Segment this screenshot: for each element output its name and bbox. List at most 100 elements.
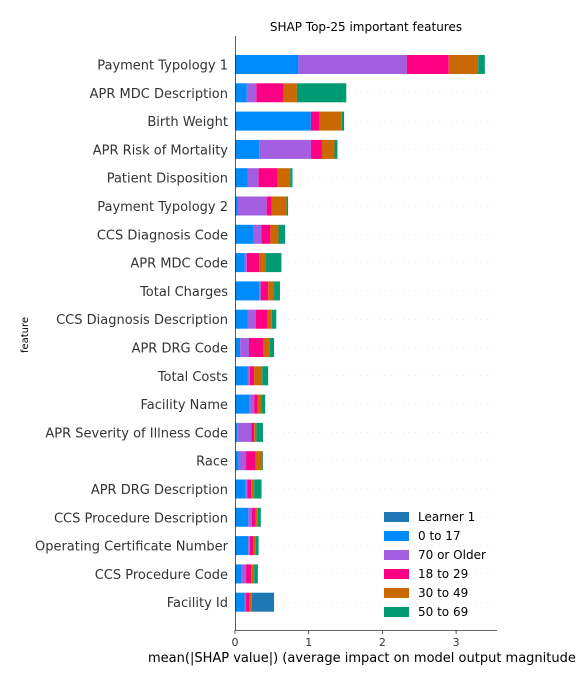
- bar-segment: [267, 309, 272, 329]
- bar-segment: [478, 55, 485, 74]
- bar-segment: [253, 224, 262, 244]
- feature-label: APR Risk of Mortality: [93, 143, 229, 158]
- bar-segment: [310, 111, 320, 131]
- x-ticks: 0 1 2 3: [232, 630, 460, 649]
- bar-segment: [235, 196, 238, 216]
- legend-swatch: [384, 569, 409, 579]
- bar-segment: [257, 394, 262, 414]
- feature-label: CCS Diagnosis Code: [97, 228, 228, 243]
- bar-segment: [259, 253, 266, 273]
- bar-segment: [249, 592, 252, 612]
- bar-segment: [238, 451, 247, 471]
- legend-label: Learner 1: [418, 510, 475, 524]
- bar-segment: [235, 394, 250, 414]
- bar-segment: [235, 55, 299, 74]
- bar-segment: [235, 224, 254, 244]
- bar-segment: [251, 592, 252, 612]
- y-axis-label: feature: [20, 317, 31, 353]
- bar-segment: [271, 309, 277, 329]
- bar-segment: [334, 139, 338, 159]
- bar-segment: [263, 338, 270, 357]
- feature-label: Facility Id: [167, 596, 228, 611]
- bar-segment: [235, 338, 241, 357]
- bar-segment: [249, 536, 254, 556]
- bar-segment: [235, 83, 247, 103]
- bar-segment: [235, 479, 246, 499]
- bar-segment: [277, 168, 291, 188]
- bar-segment: [256, 422, 264, 442]
- legend-label: 0 to 17: [418, 529, 461, 543]
- bar-segment: [274, 281, 280, 301]
- bar-segment: [265, 253, 282, 273]
- legend-swatch: [384, 550, 409, 560]
- legend-swatch: [384, 588, 409, 598]
- feature-label: Total Charges: [139, 285, 228, 300]
- bar-segment: [310, 139, 322, 159]
- bar-segment: [406, 55, 449, 74]
- feature-label: APR Severity of Illness Code: [45, 426, 228, 441]
- bar-segment: [237, 422, 252, 442]
- feature-label: Operating Certificate Number: [35, 540, 229, 555]
- bar-segment: [247, 479, 252, 499]
- x-tick-label: 3: [453, 636, 460, 649]
- x-axis-label: mean(|SHAP value|) (average impact on mo…: [148, 651, 576, 666]
- bar-segment: [298, 55, 407, 74]
- bar-segment: [259, 281, 261, 301]
- bar-segment: [254, 366, 263, 386]
- bar-segment: [240, 338, 250, 357]
- bar-segment: [235, 507, 249, 527]
- feature-label: APR MDC Code: [130, 257, 228, 272]
- feature-label: APR DRG Code: [132, 342, 228, 357]
- bar-segment: [269, 338, 275, 357]
- bar-segment: [246, 564, 252, 584]
- bar-segment: [283, 83, 297, 103]
- bar-segment: [235, 309, 248, 329]
- bar-segment: [247, 309, 256, 329]
- bar-segment: [249, 366, 255, 386]
- bar-segment: [251, 507, 256, 527]
- bar-segment: [246, 451, 256, 471]
- feature-label: APR MDC Description: [90, 87, 228, 102]
- bar-segment: [260, 281, 269, 301]
- legend: Learner 1 0 to 17 70 or Older 18 to 29 30 to…: [384, 510, 486, 619]
- bar-segment: [254, 564, 258, 584]
- bar-segment: [271, 196, 287, 216]
- bar-segment: [251, 422, 255, 442]
- bar-segment: [251, 479, 255, 499]
- bar-segment: [257, 507, 261, 527]
- bar-segment: [249, 338, 264, 357]
- bar-segment: [259, 139, 311, 159]
- feature-labels: Payment Typology 1 APR MDC Description Bir…: [35, 59, 229, 612]
- bar-segment: [341, 111, 345, 131]
- feature-label: Payment Typology 1: [97, 59, 228, 74]
- bar-segment: [244, 253, 247, 273]
- feature-label: CCS Procedure Code: [95, 568, 228, 583]
- legend-label: 30 to 49: [418, 586, 468, 600]
- feature-label: Patient Disposition: [107, 172, 228, 187]
- bar-segment: [235, 111, 311, 131]
- bar-segment: [253, 536, 256, 556]
- bar-segment: [255, 451, 263, 471]
- feature-label: APR DRG Description: [91, 483, 228, 498]
- x-tick-label: 0: [232, 636, 239, 649]
- bar-segment: [244, 592, 247, 612]
- bar-segment: [246, 592, 250, 612]
- bar-segment: [268, 281, 275, 301]
- bar-segment: [251, 564, 255, 584]
- feature-label: CCS Procedure Description: [54, 511, 228, 526]
- bar-segment: [251, 592, 275, 612]
- bar-segment: [237, 196, 267, 216]
- bar-segment: [235, 564, 242, 584]
- bar-segment: [270, 224, 279, 244]
- feature-label: Race: [196, 455, 228, 470]
- legend-swatch: [384, 607, 409, 617]
- bar-segment: [255, 536, 259, 556]
- bar-segment: [255, 309, 268, 329]
- bar-segment: [290, 168, 293, 188]
- bar-segment: [254, 394, 258, 414]
- bar-segment: [235, 139, 260, 159]
- legend-label: 18 to 29: [418, 567, 468, 581]
- bar-segment: [248, 536, 250, 556]
- bar-segment: [278, 224, 286, 244]
